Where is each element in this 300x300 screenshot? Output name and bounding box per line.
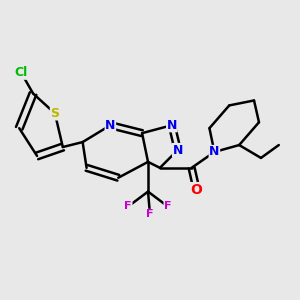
Text: S: S bbox=[50, 107, 59, 120]
Text: N: N bbox=[172, 143, 183, 157]
Text: O: O bbox=[190, 183, 202, 196]
Text: N: N bbox=[209, 146, 220, 158]
Text: F: F bbox=[124, 202, 132, 212]
Text: Cl: Cl bbox=[15, 66, 28, 79]
Text: F: F bbox=[164, 202, 172, 212]
Text: N: N bbox=[167, 119, 177, 132]
Text: N: N bbox=[105, 119, 116, 132]
Text: F: F bbox=[146, 209, 154, 219]
